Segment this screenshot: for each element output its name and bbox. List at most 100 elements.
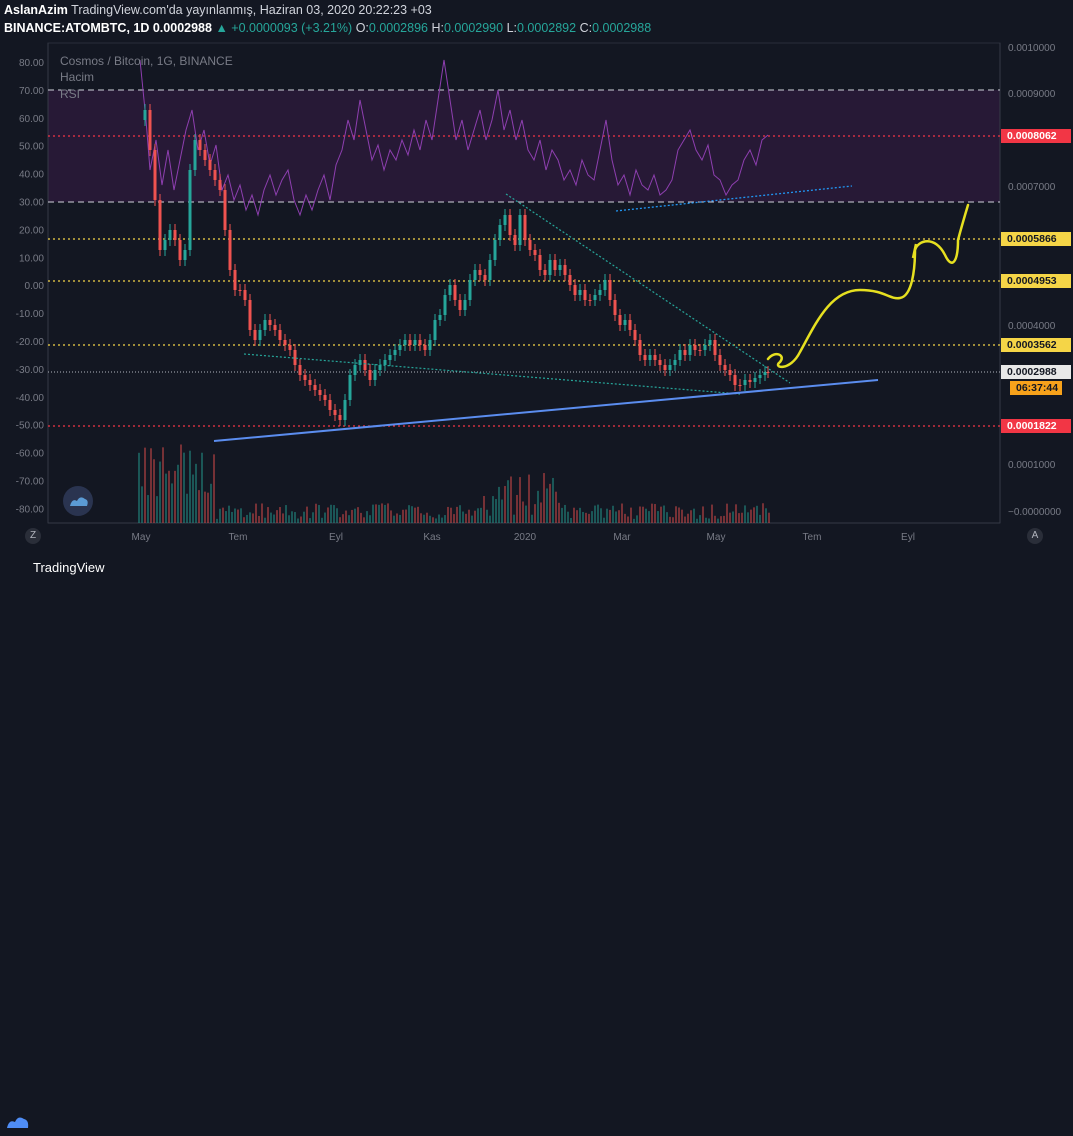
candle-body[interactable]: [753, 378, 757, 382]
candle-body[interactable]: [713, 340, 717, 355]
candle-body[interactable]: [388, 355, 392, 360]
candle-body[interactable]: [248, 300, 252, 330]
candle-body[interactable]: [708, 340, 712, 345]
candle-body[interactable]: [353, 365, 357, 375]
candle-body[interactable]: [303, 375, 307, 380]
candle-body[interactable]: [243, 290, 247, 300]
candle-body[interactable]: [593, 295, 597, 300]
candle-body[interactable]: [193, 140, 197, 170]
candle-body[interactable]: [738, 385, 742, 386]
candle-body[interactable]: [563, 265, 567, 275]
candle-body[interactable]: [693, 345, 697, 350]
candle-body[interactable]: [763, 372, 767, 375]
candle-body[interactable]: [533, 250, 537, 255]
candle-body[interactable]: [348, 375, 352, 400]
candle-body[interactable]: [328, 400, 332, 410]
candle-body[interactable]: [553, 260, 557, 270]
candle-body[interactable]: [423, 345, 427, 350]
symbol-label[interactable]: BINANCE:ATOMBTC, 1D: [4, 21, 150, 35]
candle-body[interactable]: [543, 270, 547, 275]
candle-body[interactable]: [598, 290, 602, 295]
descending-trendline[interactable]: [505, 193, 791, 384]
candle-body[interactable]: [163, 240, 167, 250]
candle-body[interactable]: [298, 365, 302, 375]
candle-body[interactable]: [578, 290, 582, 295]
candle-body[interactable]: [523, 215, 527, 240]
candle-body[interactable]: [408, 340, 412, 345]
candle-body[interactable]: [318, 390, 322, 395]
candle-body[interactable]: [468, 280, 472, 300]
candle-body[interactable]: [333, 410, 337, 415]
candle-body[interactable]: [378, 365, 382, 370]
candle-body[interactable]: [188, 170, 192, 250]
rsi-trendline[interactable]: [615, 185, 853, 212]
candle-body[interactable]: [183, 250, 187, 260]
candle-body[interactable]: [483, 275, 487, 280]
candle-body[interactable]: [633, 330, 637, 340]
lower-wedge-trendline[interactable]: [243, 353, 741, 395]
candle-body[interactable]: [648, 355, 652, 360]
chart-title-legend[interactable]: Cosmos / Bitcoin, 1G, BINANCE: [60, 54, 233, 68]
candle-body[interactable]: [623, 320, 627, 325]
candle-body[interactable]: [208, 160, 212, 170]
candle-body[interactable]: [513, 235, 517, 245]
candle-body[interactable]: [223, 190, 227, 230]
candle-body[interactable]: [638, 340, 642, 355]
candle-body[interactable]: [558, 265, 562, 270]
candle-body[interactable]: [683, 350, 687, 355]
candle-body[interactable]: [433, 320, 437, 340]
candle-body[interactable]: [508, 215, 512, 235]
candle-body[interactable]: [758, 375, 762, 378]
auto-scale-button[interactable]: A: [1027, 528, 1043, 544]
candle-body[interactable]: [678, 350, 682, 360]
price-chart[interactable]: 80.00 70.00 60.00 50.00 40.00 30.00 20.00 10.00…: [0, 0, 1073, 553]
candle-body[interactable]: [743, 380, 747, 385]
candle-body[interactable]: [453, 285, 457, 300]
candle-body[interactable]: [373, 370, 377, 380]
rsi-legend[interactable]: RSI: [60, 87, 81, 101]
footer-brand[interactable]: TradingView: [33, 560, 105, 575]
candle-body[interactable]: [313, 385, 317, 390]
candle-body[interactable]: [573, 285, 577, 295]
candle-body[interactable]: [443, 295, 447, 315]
candlesticks[interactable]: [143, 104, 770, 426]
candle-body[interactable]: [168, 230, 172, 240]
candle-body[interactable]: [293, 350, 297, 365]
candle-body[interactable]: [413, 340, 417, 345]
candle-body[interactable]: [473, 270, 477, 280]
candle-body[interactable]: [766, 372, 770, 373]
candle-body[interactable]: [548, 260, 552, 275]
candle-body[interactable]: [278, 330, 282, 340]
candle-body[interactable]: [428, 340, 432, 350]
candle-body[interactable]: [668, 365, 672, 370]
candle-body[interactable]: [613, 300, 617, 315]
candle-body[interactable]: [498, 225, 502, 240]
candle-body[interactable]: [448, 285, 452, 295]
candle-body[interactable]: [358, 360, 362, 365]
forecast-path[interactable]: [766, 203, 970, 368]
candle-body[interactable]: [728, 370, 732, 375]
candle-body[interactable]: [418, 340, 422, 345]
candle-body[interactable]: [203, 150, 207, 160]
candle-body[interactable]: [198, 140, 202, 150]
candle-body[interactable]: [233, 270, 237, 290]
candle-body[interactable]: [673, 360, 677, 365]
left-scale-button[interactable]: Z: [25, 528, 41, 544]
candle-body[interactable]: [718, 355, 722, 365]
candle-body[interactable]: [143, 110, 147, 120]
candle-body[interactable]: [153, 150, 157, 200]
candle-body[interactable]: [403, 340, 407, 345]
candle-body[interactable]: [273, 325, 277, 330]
candle-body[interactable]: [568, 275, 572, 285]
candle-body[interactable]: [488, 260, 492, 280]
candle-body[interactable]: [288, 345, 292, 350]
candle-body[interactable]: [603, 280, 607, 290]
candle-body[interactable]: [538, 255, 542, 270]
candle-body[interactable]: [308, 380, 312, 385]
candle-body[interactable]: [528, 240, 532, 250]
candle-body[interactable]: [583, 290, 587, 300]
candle-body[interactable]: [158, 200, 162, 250]
candle-body[interactable]: [383, 360, 387, 365]
candle-body[interactable]: [658, 360, 662, 365]
candle-body[interactable]: [228, 230, 232, 270]
